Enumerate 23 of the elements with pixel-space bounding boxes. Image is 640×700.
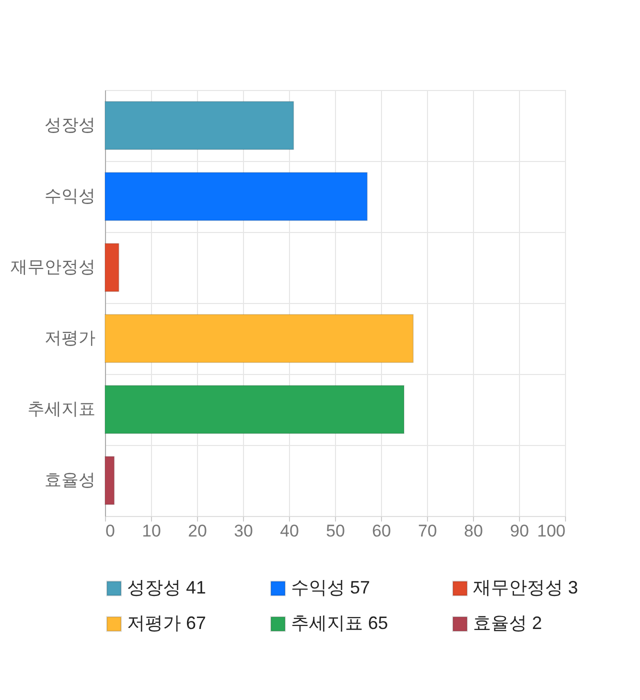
x-tick-label: 0 <box>106 522 115 540</box>
x-tick-label: 30 <box>234 522 253 540</box>
x-tick-label: 50 <box>326 522 345 540</box>
x-tick-label: 60 <box>372 522 391 540</box>
y-tick-label: 추세지표 <box>28 400 96 418</box>
legend-label: 효율성 2 <box>473 613 542 633</box>
legend-label: 성장성 41 <box>127 577 206 598</box>
x-tick-label: 100 <box>537 522 566 540</box>
y-tick-label: 성장성 <box>44 116 96 134</box>
legend-label: 추세지표 65 <box>291 613 388 633</box>
x-tick-label: 90 <box>510 522 529 540</box>
y-tick-label: 수익성 <box>44 186 96 206</box>
y-tick-label: 재무안정성 <box>10 258 96 276</box>
x-tick-label: 10 <box>142 522 161 540</box>
x-tick-label: 20 <box>188 522 207 540</box>
legend-label: 수익성 57 <box>291 577 370 598</box>
x-tick-label: 80 <box>464 522 483 540</box>
x-tick-label: 40 <box>280 522 299 540</box>
y-tick-label: 저평가 <box>44 328 96 348</box>
legend-label: 재무안정성 3 <box>473 577 578 598</box>
y-tick-label: 효율성 <box>44 470 96 490</box>
legend-label: 저평가 67 <box>127 613 206 633</box>
x-tick-label: 70 <box>418 522 437 540</box>
